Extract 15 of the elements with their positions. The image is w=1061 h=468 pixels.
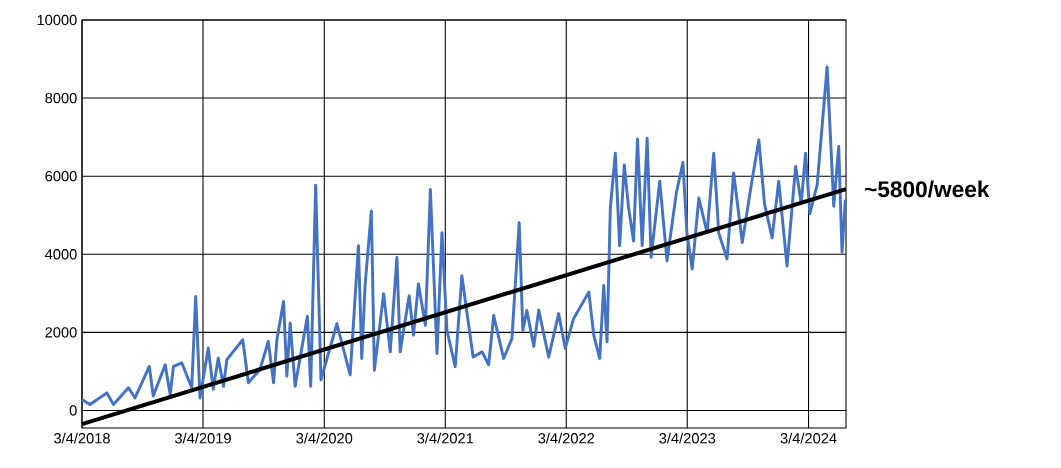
x-tick-label: 3/4/2020: [296, 432, 353, 444]
line-series: [80, 65, 847, 407]
annotation: ~5800/week: [864, 180, 990, 198]
x-tick-label: 3/4/2021: [417, 432, 474, 444]
y-tick-label: 8000: [45, 92, 77, 104]
y-tick-label: 10000: [37, 14, 77, 26]
y-tick-label: 4000: [45, 249, 77, 260]
y-tick-label: 2000: [45, 327, 77, 338]
x-tick-label: 3/4/2019: [175, 432, 231, 444]
y-tick-label: 0: [69, 405, 77, 416]
x-tick-label: 3/4/2023: [659, 432, 716, 444]
x-tick-label: 3/4/2024: [780, 432, 837, 444]
x-tick-label: 3/4/2022: [538, 432, 595, 444]
y-tick-label: 6000: [45, 170, 77, 182]
x-tick-label: 3/4/2018: [54, 432, 110, 444]
